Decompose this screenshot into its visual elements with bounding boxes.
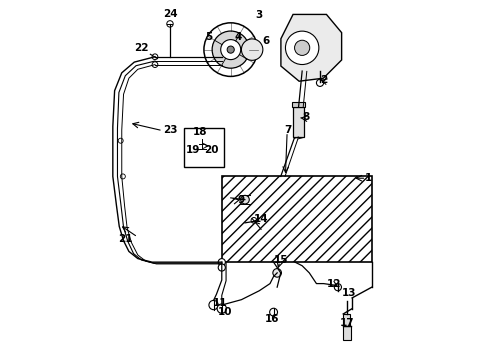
Text: 6: 6 [263, 36, 270, 46]
Text: 22: 22 [134, 43, 148, 53]
Circle shape [218, 258, 225, 266]
Circle shape [209, 300, 218, 310]
Circle shape [218, 264, 225, 271]
Bar [184, 128, 223, 167]
Bar [343, 327, 351, 340]
Text: 8: 8 [302, 112, 309, 122]
Text: 3: 3 [256, 10, 263, 20]
Bar [222, 176, 372, 262]
Text: 16: 16 [265, 314, 279, 324]
Circle shape [152, 54, 158, 60]
Text: 14: 14 [254, 214, 269, 224]
Circle shape [121, 174, 125, 179]
Circle shape [334, 284, 342, 291]
Circle shape [167, 21, 173, 27]
Circle shape [317, 79, 323, 86]
Circle shape [118, 138, 123, 143]
Bar [292, 103, 305, 107]
Circle shape [241, 195, 249, 204]
Circle shape [294, 40, 310, 55]
Circle shape [217, 304, 226, 313]
Text: 1: 1 [365, 173, 372, 183]
Text: 5: 5 [206, 32, 213, 42]
Text: 18: 18 [193, 127, 208, 137]
Text: 11: 11 [213, 298, 227, 308]
Circle shape [152, 62, 158, 67]
Circle shape [227, 46, 234, 53]
Text: 23: 23 [163, 125, 177, 135]
Text: 12: 12 [327, 279, 342, 289]
Text: 21: 21 [118, 234, 133, 244]
Circle shape [270, 308, 277, 316]
Circle shape [242, 39, 263, 60]
Text: 2: 2 [320, 75, 327, 85]
Circle shape [286, 31, 319, 64]
Text: 10: 10 [218, 307, 233, 317]
Text: 7: 7 [284, 125, 292, 135]
Text: 19: 19 [186, 145, 200, 155]
Text: 20: 20 [204, 145, 219, 155]
Circle shape [251, 217, 257, 223]
Text: 13: 13 [342, 288, 356, 297]
Polygon shape [281, 14, 342, 81]
Text: 17: 17 [340, 318, 354, 328]
Circle shape [204, 23, 258, 76]
Text: 4: 4 [234, 32, 242, 42]
Circle shape [220, 40, 241, 60]
Circle shape [212, 31, 249, 68]
Bar [343, 314, 350, 327]
Text: 9: 9 [238, 195, 245, 204]
Circle shape [273, 269, 281, 277]
Bar [293, 107, 304, 137]
Text: 15: 15 [273, 255, 288, 265]
Text: 24: 24 [163, 9, 177, 19]
